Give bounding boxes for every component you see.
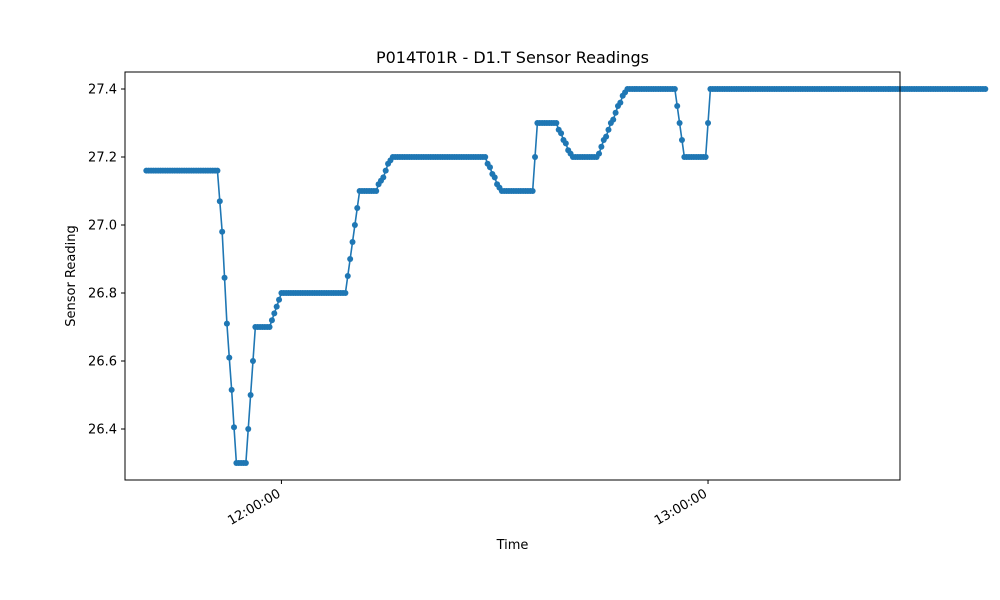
y-tick-label: 26.4 [88,423,117,438]
data-point [705,120,712,126]
data-point [532,154,539,160]
data-point [676,120,683,126]
data-point [249,358,256,364]
data-point [271,310,278,317]
data-point [354,205,361,211]
data-point [245,426,252,432]
data-point [610,116,617,123]
data-point [223,320,230,327]
data-point [482,154,489,160]
data-point [214,167,221,174]
y-tick-label: 27.0 [88,219,117,234]
data-point [617,99,624,106]
y-tick-label: 27.4 [88,83,117,98]
y-tick-label: 26.6 [88,355,117,370]
data-point [273,303,280,310]
data-point [678,137,685,143]
plot-frame [124,71,901,481]
data-point [486,164,493,171]
plot-area [143,86,989,466]
data-point [982,86,989,92]
data-point [351,222,358,228]
data-point [671,86,678,92]
y-tick-label: 26.8 [88,287,117,302]
y-tick-label: 27.2 [88,151,117,166]
data-point [268,317,275,324]
data-point [226,354,233,361]
data-point [596,150,603,157]
chart-title: P014T01R - D1.T Sensor Readings [376,48,649,67]
data-point [702,154,709,160]
data-point [231,424,238,431]
data-point [221,274,228,281]
data-point [216,198,223,205]
data-point [558,130,565,137]
data-point [491,174,498,181]
data-point [674,103,681,109]
data-point [242,460,249,466]
data-point [344,273,351,279]
series-markers [143,86,989,466]
data-point [382,167,389,174]
x-axis-label: Time [496,538,529,553]
data-point [598,143,605,150]
data-point [266,324,273,330]
data-point [342,290,349,296]
y-axis-label: Sensor Reading [64,225,79,326]
data-point [228,386,235,393]
data-point [349,239,356,245]
data-point [612,109,619,116]
data-point [562,140,569,147]
data-point [553,120,560,126]
data-point [219,228,226,235]
data-point [380,174,387,181]
data-point [247,392,254,398]
data-point [276,296,283,303]
data-point [529,188,536,194]
data-point [603,133,610,140]
y-axis: 26.4 26.6 26.8 27.0 27.2 27.4 [88,83,125,438]
data-point [373,188,380,194]
data-point [605,126,612,133]
data-point [347,256,354,262]
